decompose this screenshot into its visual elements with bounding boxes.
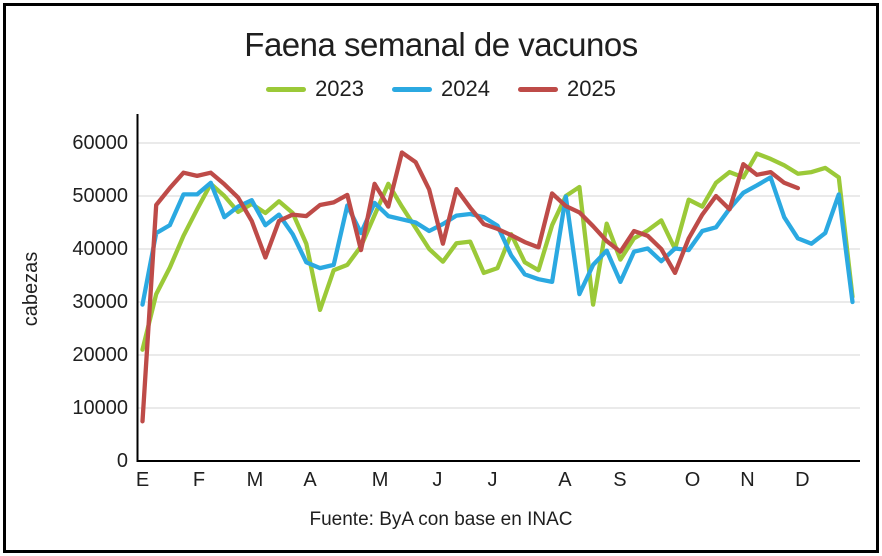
- legend: 2023 2024 2025: [0, 76, 882, 102]
- y-tick-label: 40000: [72, 238, 128, 260]
- x-month-label-S: S: [613, 469, 627, 491]
- x-month-label-M: M: [246, 469, 264, 491]
- x-month-label-O: O: [684, 469, 701, 491]
- y-tick-label: 60000: [72, 132, 128, 154]
- y-tick-label: 0: [116, 450, 128, 472]
- legend-line-swatch-2023: [266, 86, 307, 92]
- x-month-label-A: A: [558, 469, 572, 491]
- x-month-label-D: D: [795, 469, 810, 491]
- y-tick-label: 30000: [72, 291, 128, 313]
- legend-line-swatch-2025: [517, 86, 558, 92]
- y-axis-title: cabezas: [20, 251, 42, 327]
- x-month-label-J: J: [432, 469, 443, 491]
- legend-label: 2025: [566, 76, 616, 101]
- series-line-2025: [140, 150, 801, 424]
- x-month-label-M: M: [371, 469, 389, 491]
- x-month-label-F: F: [192, 469, 206, 491]
- series-line-2023: [140, 151, 855, 352]
- legend-item-2024: 2024: [392, 76, 490, 102]
- x-month-label-N: N: [740, 469, 755, 491]
- legend-line-swatch-2024: [392, 86, 433, 92]
- legend-item-2023: 2023: [266, 76, 364, 102]
- source-footer: Fuente: ByA con base en INAC: [309, 509, 573, 530]
- series-line-2024: [140, 175, 855, 307]
- legend-label: 2023: [315, 76, 365, 101]
- legend-item-2025: 2025: [517, 76, 616, 102]
- x-month-label-E: E: [135, 469, 150, 491]
- y-tick-label: 10000: [72, 397, 128, 419]
- legend-label: 2024: [441, 76, 490, 101]
- y-tick-label: 20000: [72, 344, 128, 366]
- chart-title: Faena semanal de vacunos: [244, 26, 638, 63]
- x-month-label-A: A: [303, 469, 317, 491]
- y-tick-label: 50000: [72, 185, 128, 207]
- x-month-label-J: J: [487, 469, 498, 491]
